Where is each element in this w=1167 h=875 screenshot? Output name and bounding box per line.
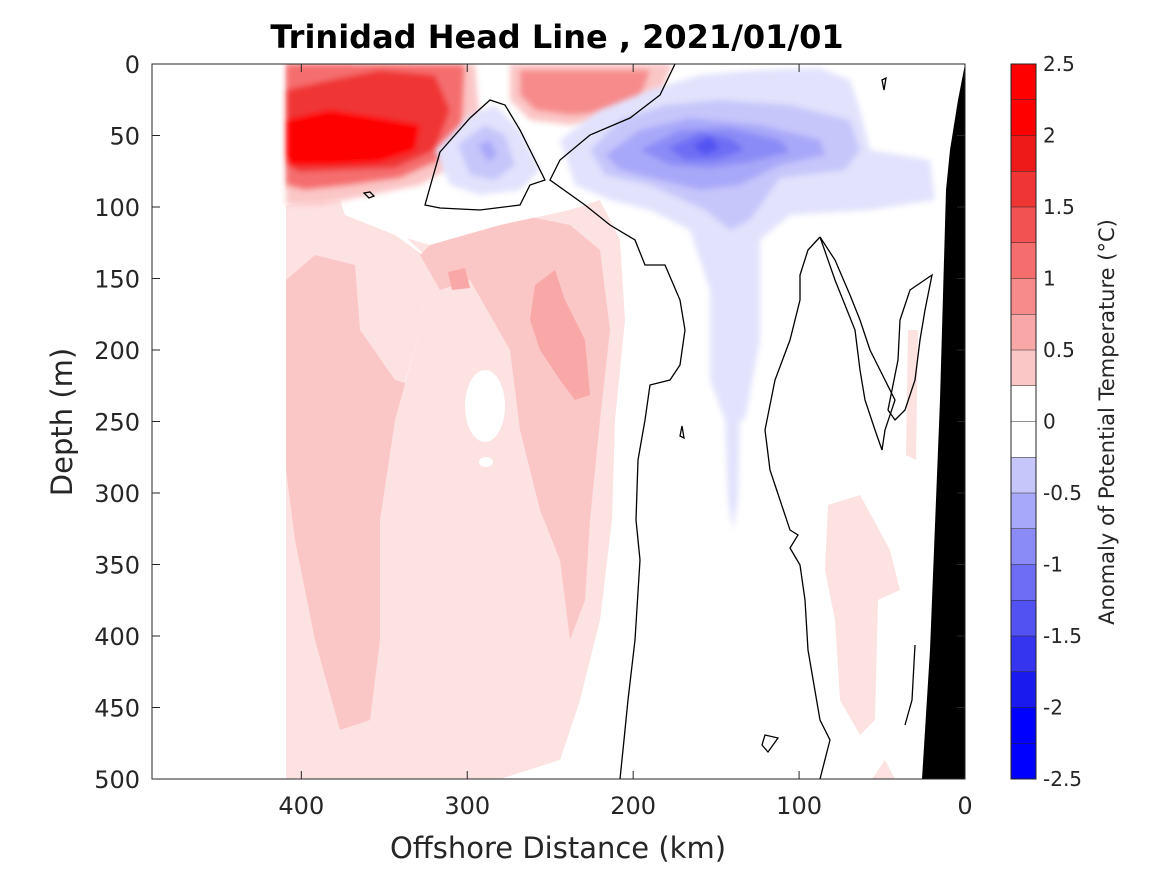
colorbar-band-positive	[1011, 242, 1036, 279]
zero-contour-speck2	[362, 191, 376, 199]
colorbar-band-negative	[1011, 528, 1036, 565]
y-tick-label: 400	[94, 623, 140, 651]
zero-contour-coast-b	[904, 644, 916, 726]
colorbar-label: Anomaly of Potential Temperature (°C)	[1095, 219, 1119, 625]
warm-region-offshore-inner	[286, 255, 430, 730]
colorbar-tick-label: 1.5	[1043, 195, 1075, 219]
colorbar-tick-label: -2.5	[1043, 767, 1082, 791]
zero-contour-speck3	[679, 425, 685, 440]
y-axis: 0 50 100 150 200 250 300 350 400 450 500	[94, 51, 965, 794]
colorbar-tick-label: -1.5	[1043, 624, 1082, 648]
colorbar-tick-label: -0.5	[1043, 481, 1082, 505]
cool-filament	[725, 420, 740, 530]
zero-contour-eddy	[424, 99, 546, 211]
colorbar-tick-label: 2	[1043, 124, 1056, 148]
colorbar-tick-label: -2	[1043, 696, 1063, 720]
colorbar-band-positive	[1011, 314, 1036, 350]
colorbar-band-positive	[1011, 278, 1036, 315]
zero-contour-main	[549, 64, 686, 779]
warm-region-mid-core	[530, 270, 590, 400]
warm-nearshore-sliver	[906, 330, 918, 460]
zero-contour-inshore-b	[819, 236, 896, 451]
colorbar-tick-label: -1	[1043, 553, 1063, 577]
x-tick-label: 400	[278, 792, 324, 820]
chart-title: Trinidad Head Line , 2021/01/01	[270, 18, 843, 56]
neutral-patch-small	[479, 457, 493, 467]
colorbar-frame	[1010, 63, 1037, 780]
y-tick-label: 100	[94, 194, 140, 222]
y-tick-label: 500	[94, 766, 140, 794]
colorbar-ticks: 2.5 2 1.5 1 0.5 0 -0.5 -1 -1.5 -2 -2.5	[1043, 52, 1082, 791]
colorbar-band-positive	[1011, 207, 1036, 243]
x-tick-label: 0	[957, 792, 972, 820]
x-axis-label: Offshore Distance (km)	[390, 831, 726, 865]
colorbar-band-positive	[1011, 350, 1036, 386]
y-tick-label: 250	[94, 409, 140, 437]
colorbar-tick-label: 1	[1043, 267, 1056, 291]
colorbar-tick-label: 2.5	[1043, 52, 1075, 76]
zero-contour-inshore	[764, 236, 831, 779]
zero-contour-coast	[887, 273, 933, 422]
anomaly-field	[286, 64, 965, 779]
bathymetry-fill	[922, 64, 965, 779]
y-tick-label: 350	[94, 552, 140, 580]
y-tick-label: 50	[109, 123, 140, 151]
neutral-patch-mid	[465, 370, 505, 442]
zero-contour-speck1	[761, 734, 780, 754]
cool-eddy-core	[478, 140, 497, 162]
colorbar-band-negative	[1011, 457, 1036, 493]
warm-bottom-speck	[872, 760, 895, 779]
cool-core-peak	[693, 136, 720, 155]
y-tick-label: 0	[125, 51, 140, 79]
x-tick-label: 300	[444, 792, 490, 820]
x-tick-label: 200	[610, 792, 656, 820]
zero-contours	[362, 64, 933, 779]
colorbar-band-positive	[1011, 171, 1036, 207]
colorbar	[1011, 63, 1036, 780]
colorbar-band-positive	[1011, 135, 1036, 172]
y-tick-label: 200	[94, 337, 140, 365]
colorbar-tick-label: 0	[1043, 410, 1056, 434]
zero-contour-speck4	[881, 76, 887, 91]
y-tick-label: 300	[94, 480, 140, 508]
colorbar-band-negative	[1011, 636, 1036, 672]
x-axis: 400 300 200 100 0	[278, 64, 973, 820]
y-tick-label: 450	[94, 695, 140, 723]
y-tick-label: 150	[94, 266, 140, 294]
x-tick-label: 100	[776, 792, 822, 820]
colorbar-band-negative	[1011, 671, 1036, 708]
colorbar-band-negative	[1011, 493, 1036, 529]
colorbar-band-negative	[1011, 600, 1036, 636]
warm-nearshore-patch	[825, 495, 900, 735]
colorbar-tick-label: 0.5	[1043, 338, 1075, 362]
y-axis-label: Depth (m)	[45, 348, 79, 496]
warm-region-small-patch	[448, 268, 470, 290]
colorbar-band-negative	[1011, 564, 1036, 601]
warm-core-offshore-peak	[286, 110, 420, 165]
